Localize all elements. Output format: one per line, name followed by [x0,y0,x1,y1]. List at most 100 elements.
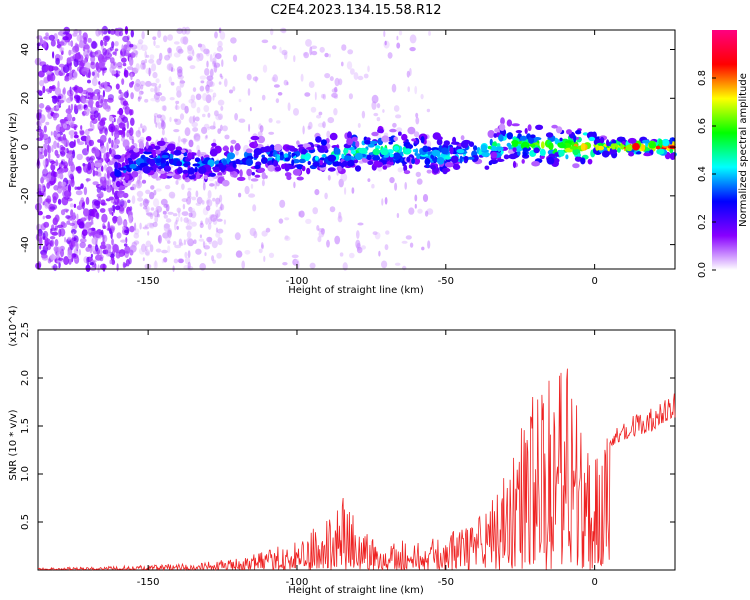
noise-blob [337,215,343,223]
noise-blob [54,239,59,247]
noise-blob [39,111,42,119]
ridge-blob [494,127,500,133]
noise-blob [83,37,87,45]
noise-blob [177,48,184,54]
noise-blob [161,105,166,111]
noise-blob [95,28,101,37]
noise-blob [293,55,296,63]
noise-blob [131,138,135,145]
noise-blob [189,65,196,70]
ridge-blob [426,169,432,174]
ridge-blob [246,168,253,177]
noise-blob [205,205,211,211]
noise-blob [214,110,219,117]
noise-blob [320,228,325,235]
ridge-blob [346,137,353,146]
ridge-blob [141,179,147,184]
noise-blob [129,249,134,256]
noise-blob [53,112,60,119]
noise-blob [397,167,404,173]
noise-blob [333,95,338,99]
ridge-blob [558,149,565,157]
ridge-blob [611,145,616,150]
noise-blob [361,245,366,250]
noise-blob [43,41,47,49]
noise-blob [121,57,127,63]
ridge-blob [298,158,306,164]
noise-blob [95,61,100,71]
noise-blob [216,46,223,52]
noise-blob [82,71,88,75]
noise-blob [45,32,49,36]
ridge-blob [253,140,258,148]
noise-blob [286,81,289,86]
noise-blob [55,124,61,133]
noise-blob [56,251,60,260]
ridge-blob [517,151,521,156]
noise-blob [145,240,152,248]
noise-blob [415,112,419,118]
ridge-blob [381,135,390,143]
noise-blob [407,86,411,93]
ridge-blob [226,152,236,160]
noise-blob [111,212,114,216]
noise-blob [105,151,110,159]
noise-blob [111,41,115,49]
noise-blob [314,91,317,101]
noise-blob [205,94,212,104]
noise-blob [69,222,76,226]
noise-blob [173,52,181,58]
ridge-blob [515,146,523,152]
ridge-blob [296,140,300,145]
noise-blob [213,121,216,130]
ridge-blob [587,158,593,165]
ridge-blob [632,142,640,151]
noise-blob [105,249,108,255]
noise-blob [310,106,317,113]
noise-blob [391,83,397,93]
ridge-blob [263,146,273,153]
noise-blob [79,199,82,207]
colorbar-tick-label: 0.2 [697,214,708,230]
noise-blob [108,196,114,201]
noise-blob [117,215,122,224]
noise-blob [156,58,162,66]
ridge-blob [281,163,286,170]
noise-blob [102,235,105,244]
noise-blob [153,198,160,208]
noise-blob [131,195,136,205]
noise-blob [44,201,49,209]
noise-blob [261,242,264,249]
noise-blob [131,81,135,85]
noise-blob [129,225,135,233]
noise-blob [187,250,191,259]
noise-blob [145,80,152,87]
noise-blob [58,257,64,261]
noise-blob [207,222,212,230]
ridge-blob [155,158,161,164]
noise-blob [142,198,149,207]
noise-blob [121,44,124,52]
noise-blob [277,92,283,96]
noise-blob [209,81,215,87]
noise-blob [209,125,216,130]
noise-blob [135,50,138,58]
noise-blob [182,36,189,45]
noise-blob [177,135,181,143]
noise-blob [102,48,107,56]
noise-blob [179,113,185,120]
ridge-blob [145,136,152,142]
noise-blob [109,57,115,64]
noise-blob [344,187,347,195]
ridge-blob [274,143,283,152]
noise-blob [244,185,250,195]
noise-blob [119,199,125,207]
noise-blob [167,240,171,244]
ridge-blob [546,156,555,165]
ridge-blob [347,131,352,140]
noise-blob [169,116,172,123]
ridge-blob [575,130,582,135]
noise-blob [203,245,210,250]
noise-blob [185,225,192,231]
noise-blob [415,171,421,178]
